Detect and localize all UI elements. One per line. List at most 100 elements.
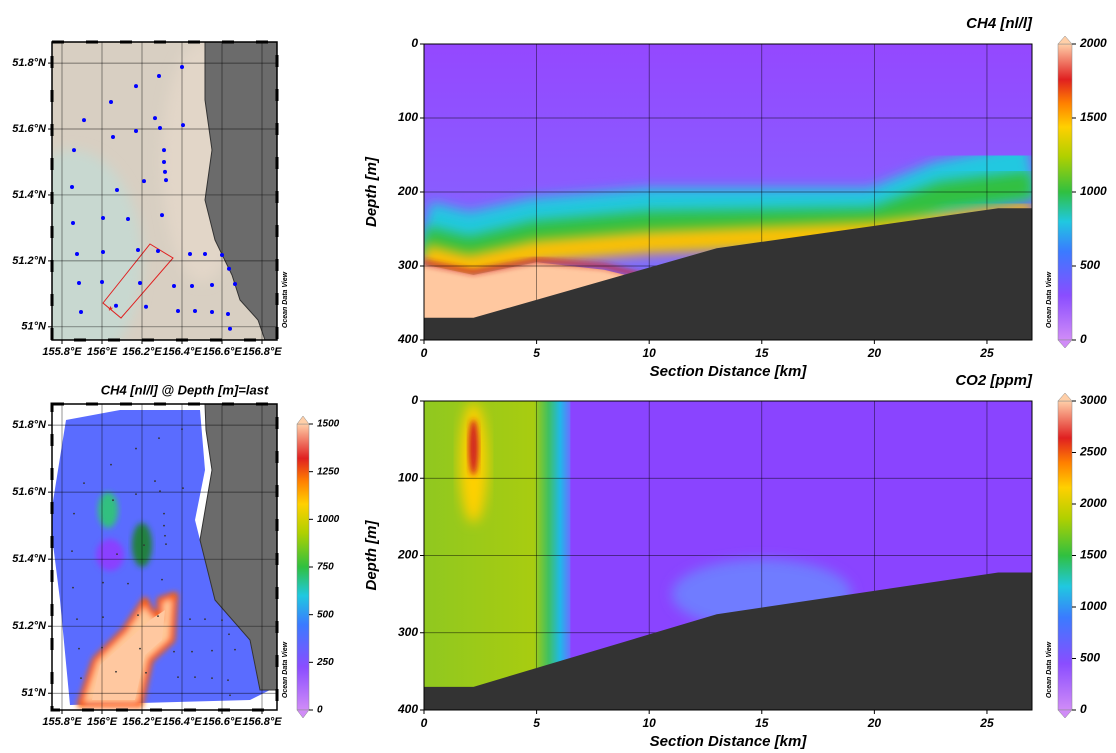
station xyxy=(134,84,138,89)
x-tick-label: 10 xyxy=(643,346,657,360)
x-tick-label: 156.8°E xyxy=(242,346,282,358)
station xyxy=(160,213,164,218)
station xyxy=(157,73,161,78)
station xyxy=(71,220,75,225)
station xyxy=(226,311,230,316)
station xyxy=(137,614,139,617)
station xyxy=(143,544,145,547)
station xyxy=(134,129,138,134)
colorbar-label: 500 xyxy=(1080,258,1100,272)
frame xyxy=(423,43,1033,341)
y-tick-label: 51.2°N xyxy=(12,620,47,632)
station xyxy=(126,217,130,222)
x-tick-label: 156.4°E xyxy=(162,716,202,728)
station xyxy=(176,308,180,313)
y-tick-label: 51.8°N xyxy=(12,57,47,69)
colorbar xyxy=(1057,43,1073,341)
station xyxy=(156,248,160,253)
station xyxy=(163,512,165,515)
station xyxy=(164,534,166,537)
station xyxy=(101,216,105,221)
x-tick-label: 25 xyxy=(979,346,994,360)
colorbar-cap xyxy=(1057,392,1073,402)
chart-title: CH4 [nl/l] @ Depth [m]=last xyxy=(101,382,269,397)
station xyxy=(109,99,113,104)
station xyxy=(158,126,162,131)
y-tick-label: 300 xyxy=(398,258,418,272)
station xyxy=(203,251,207,256)
station xyxy=(172,283,176,288)
station xyxy=(227,266,231,271)
y-tick-label: 100 xyxy=(398,110,418,124)
station xyxy=(163,524,165,527)
station xyxy=(83,482,85,484)
chart-title: CH4 [nl/l] xyxy=(966,15,1033,32)
frame-dash xyxy=(50,402,279,712)
colorbar xyxy=(1057,400,1073,711)
station xyxy=(135,493,137,496)
colorbar-label: 750 xyxy=(317,562,334,573)
station xyxy=(72,148,76,153)
station xyxy=(157,615,159,618)
colorbar-label: 0 xyxy=(1080,702,1087,716)
station xyxy=(180,65,184,70)
station xyxy=(78,647,80,650)
colorbar-label: 2500 xyxy=(1079,445,1107,459)
station xyxy=(181,123,185,128)
colorbar-label: 250 xyxy=(316,657,334,668)
y-tick-label: 400 xyxy=(397,702,418,716)
hot-core xyxy=(92,610,165,700)
station xyxy=(102,616,104,619)
plot-area xyxy=(424,401,1032,710)
station xyxy=(136,248,140,253)
station xyxy=(165,543,167,545)
colorbar-label: 1000 xyxy=(317,514,340,525)
colorbar-label: 1250 xyxy=(317,466,340,477)
station xyxy=(80,677,82,680)
station xyxy=(221,619,223,622)
section-box xyxy=(102,243,174,319)
station xyxy=(75,251,79,256)
station xyxy=(159,490,161,493)
y-tick-label: 51.6°N xyxy=(12,486,47,498)
station xyxy=(233,281,237,286)
station xyxy=(229,694,231,697)
colorbar-label: 1500 xyxy=(1080,548,1107,562)
station xyxy=(173,650,175,653)
watermark: Ocean Data View xyxy=(282,641,289,698)
field xyxy=(52,410,270,705)
frame-dash xyxy=(50,40,279,342)
station xyxy=(177,676,179,679)
colorbar-cap xyxy=(1057,709,1073,719)
station xyxy=(211,649,213,652)
land xyxy=(199,404,277,691)
y-tick-label: 0 xyxy=(411,393,418,407)
station xyxy=(189,618,191,621)
y-tick-label: 51.4°N xyxy=(12,553,47,565)
station xyxy=(112,499,114,502)
station xyxy=(190,283,194,288)
colorbar-label: 500 xyxy=(1080,651,1100,665)
station xyxy=(163,169,167,174)
x-tick-label: 15 xyxy=(755,346,769,360)
x-tick-label: 156.6°E xyxy=(202,716,242,728)
station xyxy=(77,280,81,285)
station xyxy=(100,279,104,284)
station xyxy=(153,116,157,121)
station xyxy=(110,463,112,466)
station xyxy=(188,251,192,256)
station xyxy=(228,633,230,636)
x-tick-label: 156°E xyxy=(87,346,118,358)
colorbar xyxy=(296,423,310,711)
station xyxy=(102,581,104,584)
station xyxy=(138,280,142,285)
station xyxy=(144,304,148,309)
station xyxy=(204,618,206,621)
colorbar-label: 1000 xyxy=(1080,184,1107,198)
plot-area xyxy=(52,404,277,710)
plot-area xyxy=(424,44,1032,340)
chart-title: CO2 [ppm] xyxy=(955,372,1033,389)
frame xyxy=(423,400,1033,711)
y-tick-label: 300 xyxy=(398,625,418,639)
